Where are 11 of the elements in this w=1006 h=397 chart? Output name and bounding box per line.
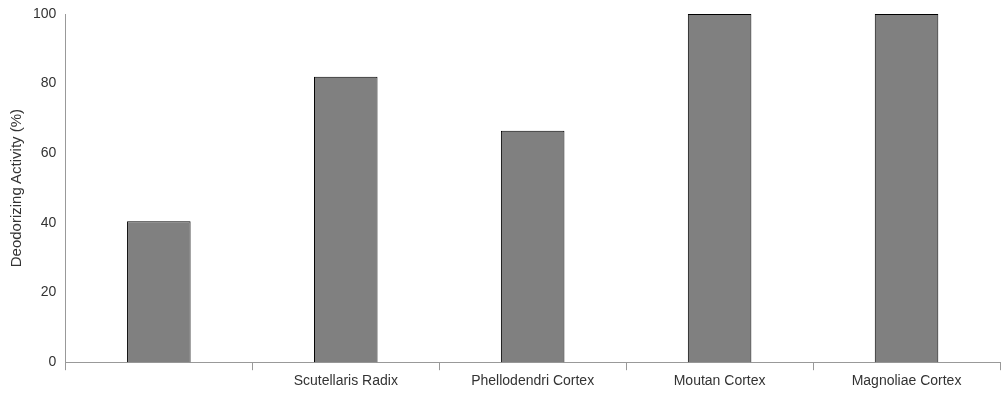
y-tick-label: 80 [40,74,57,91]
x-tick-label: Moutan Cortex [673,372,766,389]
y-axis-title: Deodorizing Activity (%) [7,108,25,268]
x-tick-label: Magnoliae Cortex [851,372,962,389]
y-tick-label: 0 [48,353,57,370]
x-tick-label: Phellodendri Cortex [471,372,595,389]
y-tick-label: 60 [40,144,57,161]
x-tick-label: Scutellaris Radix [293,372,398,389]
y-tick-label: 100 [33,4,57,21]
y-tick-label: 40 [40,213,57,230]
y-tick-label: 20 [40,283,57,300]
